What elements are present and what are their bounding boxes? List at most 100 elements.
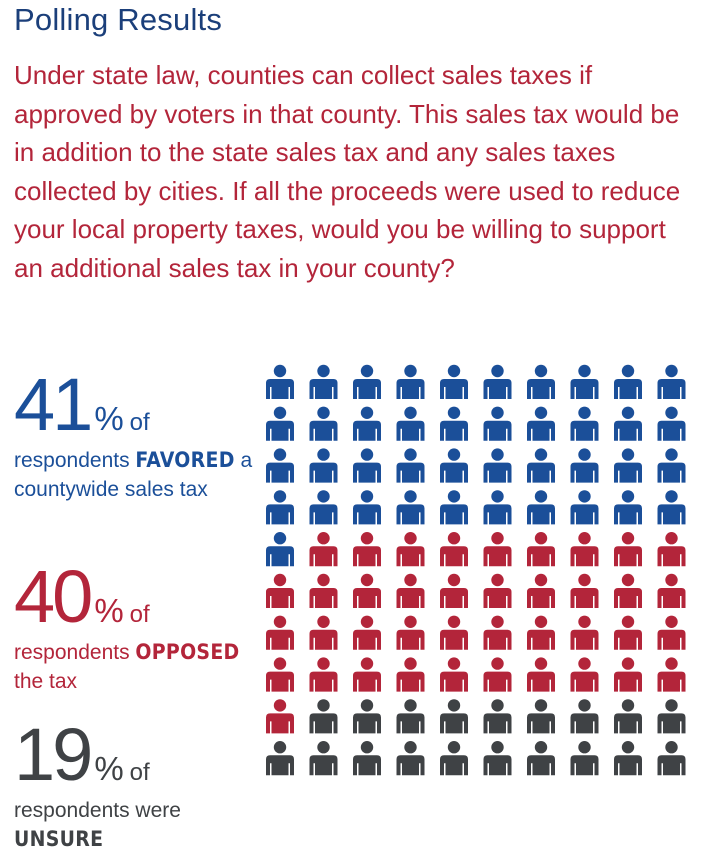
pictogram-grid bbox=[266, 364, 686, 776]
unsure-emphasis: UNSURE bbox=[14, 827, 104, 851]
person-icon bbox=[657, 490, 686, 525]
person-icon bbox=[614, 741, 642, 776]
person-icon bbox=[353, 532, 381, 567]
person-icon bbox=[614, 364, 642, 399]
person-icon bbox=[657, 406, 686, 441]
person-icon bbox=[440, 615, 468, 650]
person-icon bbox=[440, 657, 468, 692]
person-icon bbox=[440, 364, 468, 399]
person-icon bbox=[353, 741, 381, 776]
person-icon bbox=[396, 615, 425, 650]
person-icon bbox=[527, 741, 555, 776]
person-icon bbox=[483, 741, 512, 776]
stat-favored: 41% of respondents FAVORED a countywide s… bbox=[14, 368, 254, 504]
stat-unsure: 19% of respondents were UNSURE bbox=[14, 718, 254, 854]
person-icon bbox=[353, 573, 381, 608]
person-icon bbox=[396, 490, 425, 525]
favored-desc-post: a countywide sales tax bbox=[14, 449, 253, 501]
person-icon bbox=[440, 490, 468, 525]
person-icon bbox=[440, 532, 468, 567]
person-icon bbox=[353, 490, 381, 525]
person-icon bbox=[440, 741, 468, 776]
person-icon bbox=[266, 406, 294, 441]
person-icon bbox=[309, 406, 338, 441]
person-icon bbox=[353, 657, 381, 692]
person-icon bbox=[570, 699, 599, 734]
unsure-percent-sign: % bbox=[94, 750, 124, 787]
person-icon bbox=[614, 615, 642, 650]
opposed-desc-post: the tax bbox=[14, 670, 78, 693]
opposed-percent-sign: % bbox=[94, 592, 124, 629]
person-icon bbox=[353, 406, 381, 441]
person-icon bbox=[309, 448, 338, 483]
person-icon bbox=[614, 657, 642, 692]
person-icon bbox=[570, 448, 599, 483]
person-icon bbox=[309, 741, 338, 776]
person-icon bbox=[396, 573, 425, 608]
person-icon bbox=[614, 448, 642, 483]
person-icon bbox=[527, 699, 555, 734]
person-icon bbox=[657, 448, 686, 483]
person-icon bbox=[527, 573, 555, 608]
person-icon bbox=[483, 615, 512, 650]
person-icon bbox=[527, 406, 555, 441]
person-icon bbox=[657, 699, 686, 734]
person-icon bbox=[353, 615, 381, 650]
favored-of: of bbox=[129, 409, 150, 436]
favored-description: respondents FAVORED a countywide sales t… bbox=[14, 446, 254, 504]
person-icon bbox=[396, 699, 425, 734]
person-icon bbox=[266, 573, 294, 608]
person-icon bbox=[483, 448, 512, 483]
person-icon bbox=[570, 657, 599, 692]
person-icon bbox=[570, 573, 599, 608]
person-icon bbox=[483, 573, 512, 608]
person-icon bbox=[483, 532, 512, 567]
person-icon bbox=[614, 406, 642, 441]
person-icon bbox=[309, 657, 338, 692]
person-icon bbox=[266, 615, 294, 650]
poll-question: Under state law, counties can collect sa… bbox=[14, 60, 681, 283]
person-icon bbox=[440, 699, 468, 734]
person-icon bbox=[266, 741, 294, 776]
person-icon bbox=[614, 490, 642, 525]
person-icon bbox=[527, 657, 555, 692]
person-icon bbox=[483, 657, 512, 692]
person-icon bbox=[440, 406, 468, 441]
person-icon bbox=[527, 532, 555, 567]
favored-percent: 41 bbox=[14, 363, 93, 446]
person-icon bbox=[570, 741, 599, 776]
person-icon bbox=[309, 364, 338, 399]
person-icon bbox=[483, 406, 512, 441]
unsure-percent: 19 bbox=[14, 713, 93, 796]
person-icon bbox=[570, 615, 599, 650]
person-icon bbox=[570, 490, 599, 525]
stat-opposed: 40% of respondents OPPOSED the tax bbox=[14, 560, 254, 696]
person-icon bbox=[527, 490, 555, 525]
opposed-description: respondents OPPOSED the tax bbox=[14, 638, 254, 696]
unsure-of: of bbox=[129, 759, 150, 786]
person-icon bbox=[396, 406, 425, 441]
person-icon bbox=[527, 364, 555, 399]
person-icon bbox=[353, 364, 381, 399]
person-icon bbox=[266, 532, 294, 567]
unsure-description: respondents were UNSURE bbox=[14, 796, 254, 854]
person-icon bbox=[614, 573, 642, 608]
person-icon bbox=[353, 448, 381, 483]
person-icon bbox=[396, 657, 425, 692]
person-icon bbox=[396, 448, 425, 483]
person-icon bbox=[266, 490, 294, 525]
person-icon bbox=[266, 448, 294, 483]
person-icon bbox=[266, 364, 294, 399]
person-icon bbox=[483, 699, 512, 734]
person-icon bbox=[440, 448, 468, 483]
person-icon bbox=[309, 573, 338, 608]
person-icon bbox=[266, 699, 294, 734]
person-icon bbox=[657, 741, 686, 776]
favored-desc-pre: respondents bbox=[14, 449, 136, 472]
person-icon bbox=[657, 364, 686, 399]
person-icon bbox=[353, 699, 381, 734]
person-icon bbox=[266, 657, 294, 692]
opposed-of: of bbox=[129, 601, 150, 628]
person-icon bbox=[396, 532, 425, 567]
person-icon bbox=[570, 406, 599, 441]
